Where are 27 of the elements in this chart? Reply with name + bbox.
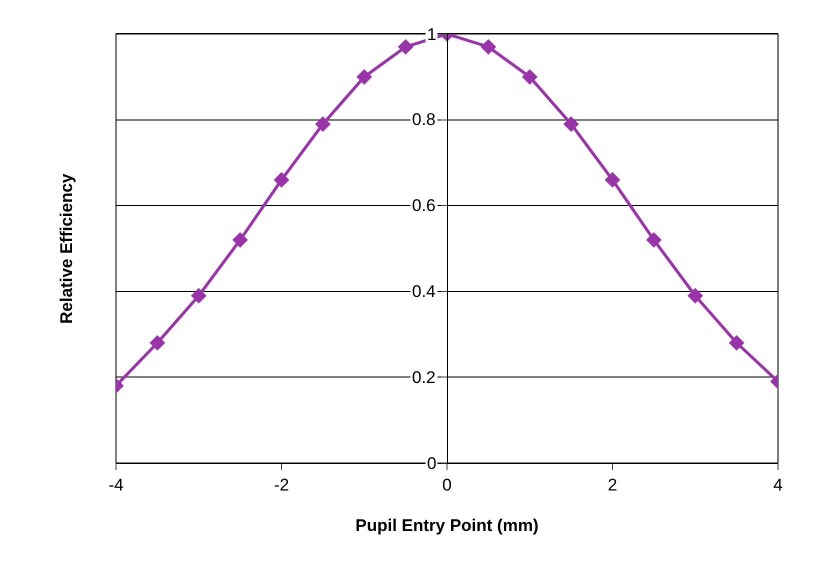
- y-tick-label: 0.4: [412, 282, 436, 301]
- x-tick-label: -2: [274, 475, 290, 494]
- point: [150, 335, 166, 351]
- x-tick-label: 2: [608, 475, 618, 494]
- point: [232, 232, 248, 248]
- point: [687, 288, 704, 304]
- x-tick-label: 4: [773, 475, 783, 494]
- point: [480, 39, 496, 55]
- x-tick-label: 0: [442, 475, 452, 494]
- point: [604, 172, 620, 188]
- point: [274, 172, 290, 188]
- y-tick-label: 0.6: [412, 196, 436, 215]
- point: [356, 69, 372, 85]
- x-tick-label: -4: [108, 475, 124, 494]
- y-tick-label: 1: [427, 25, 436, 44]
- point: [315, 116, 331, 132]
- point: [646, 232, 662, 248]
- point: [522, 69, 538, 85]
- x-axis-title: Pupil Entry Point (mm): [355, 516, 539, 535]
- point: [728, 335, 744, 351]
- y-axis-title: Relative Efficiency: [56, 173, 76, 324]
- y-tick-label: 0: [427, 454, 436, 473]
- y-tick-label: 0.8: [412, 110, 436, 129]
- y-tick-label: 0.2: [412, 368, 436, 387]
- point: [398, 39, 414, 55]
- point: [190, 288, 207, 304]
- point: [563, 116, 579, 132]
